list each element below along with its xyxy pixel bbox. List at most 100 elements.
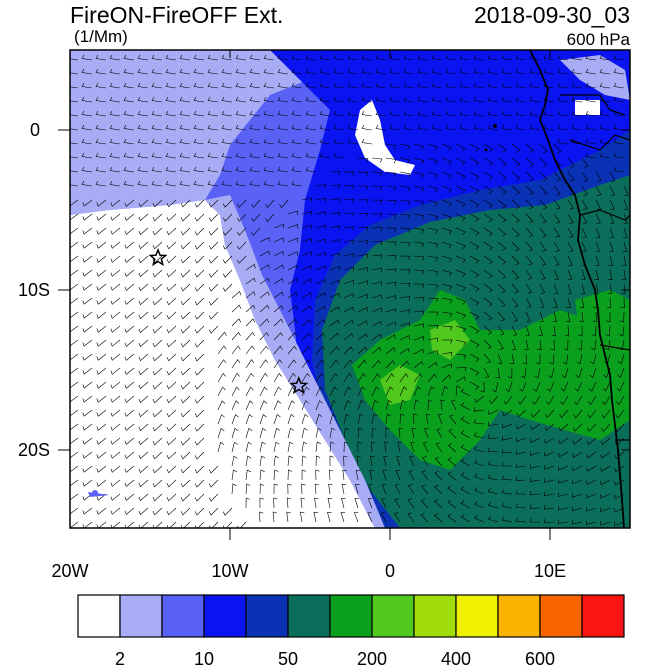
wind-barb — [221, 152, 233, 159]
wind-barb — [480, 381, 485, 393]
wind-barb — [151, 138, 163, 145]
wind-barb — [587, 395, 597, 406]
wind-barb — [395, 470, 401, 481]
wind-barb — [531, 395, 541, 405]
wind-barb — [96, 451, 107, 459]
wind-barb — [539, 255, 547, 266]
wind-barb — [590, 353, 597, 365]
wind-barb — [497, 185, 507, 195]
wind-barb — [613, 68, 625, 75]
wind-barb — [222, 507, 233, 516]
wind-barb — [371, 281, 383, 286]
wind-barb — [497, 143, 507, 153]
wind-barb — [259, 427, 267, 439]
wind-barb — [436, 428, 443, 439]
wind-barb — [608, 255, 613, 267]
wind-barb — [166, 437, 177, 446]
wind-barb — [221, 54, 233, 61]
wind-barb — [81, 166, 93, 173]
wind-barb — [70, 97, 79, 103]
wind-barb — [124, 367, 135, 375]
wind-barb — [417, 96, 429, 103]
wind-barb — [273, 332, 283, 341]
wind-barb — [221, 138, 233, 145]
wind-barb — [137, 152, 149, 159]
wind-barb — [263, 138, 275, 145]
wind-barb — [579, 297, 585, 309]
wind-barb — [287, 441, 294, 453]
wind-barb — [95, 82, 107, 89]
wind-barb — [249, 138, 261, 145]
wind-barb — [609, 185, 615, 196]
wind-barb — [357, 280, 368, 285]
wind-barb — [567, 241, 574, 252]
wind-barb — [166, 521, 177, 528]
wind-barb — [385, 241, 397, 246]
wind-barb — [544, 451, 555, 457]
wind-barb — [152, 409, 163, 418]
wind-barb — [287, 210, 298, 216]
wind-barb — [579, 311, 584, 323]
wind-barb — [385, 334, 396, 341]
wind-barb — [385, 360, 395, 369]
wind-barb — [571, 520, 583, 525]
wind-barb — [123, 96, 135, 103]
wind-barb — [385, 199, 397, 205]
wind-barb — [245, 277, 256, 285]
wind-barb — [459, 68, 471, 75]
wind-barb — [315, 211, 327, 216]
wind-barb — [575, 367, 583, 378]
wind-barb — [474, 459, 485, 467]
wind-barb — [563, 339, 569, 351]
wind-barb — [431, 96, 443, 103]
wind-barb — [417, 82, 429, 89]
wind-barb — [193, 124, 205, 131]
wind-barb — [329, 359, 339, 369]
wind-barb — [166, 227, 177, 236]
wind-barb — [151, 82, 163, 89]
wind-barb — [567, 213, 574, 224]
wind-barb — [301, 224, 312, 230]
wind-barb — [530, 423, 541, 431]
wind-barb — [231, 386, 240, 397]
wind-barb — [110, 213, 121, 221]
wind-barb — [124, 353, 135, 361]
wind-barb — [469, 185, 480, 194]
wind-barb — [110, 451, 121, 459]
wind-barb — [179, 152, 191, 159]
wind-barb — [371, 427, 377, 439]
wind-barb — [441, 363, 452, 369]
wind-barb — [96, 241, 107, 249]
wind-barb — [249, 166, 261, 173]
wind-barb — [609, 171, 616, 182]
wind-barb — [110, 353, 121, 361]
wind-barb — [340, 512, 346, 523]
wind-barb — [613, 166, 625, 173]
wind-barb — [385, 399, 393, 411]
wind-barb — [427, 185, 439, 193]
wind-barb — [193, 180, 205, 187]
wind-barb — [487, 488, 499, 495]
wind-barb — [315, 265, 326, 271]
wind-barb — [301, 292, 312, 299]
wind-barb — [487, 501, 499, 509]
wind-barb — [166, 451, 177, 460]
wind-barb — [357, 157, 369, 163]
wind-barb — [96, 353, 107, 361]
wind-barb — [152, 311, 163, 320]
wind-barb — [207, 124, 219, 131]
wind-barb — [231, 331, 241, 341]
wind-barb — [403, 54, 415, 61]
wind-barb — [235, 152, 247, 159]
wind-barb — [473, 419, 485, 425]
wind-barb — [291, 124, 303, 131]
wind-barb — [473, 54, 485, 61]
wind-barb — [497, 297, 506, 308]
island-dot — [484, 148, 488, 152]
wind-barb — [273, 237, 284, 243]
wind-barb — [273, 455, 280, 467]
wind-barb — [413, 283, 425, 288]
wind-barb — [619, 325, 625, 337]
wind-barb — [222, 255, 233, 264]
wind-barb — [473, 68, 485, 75]
